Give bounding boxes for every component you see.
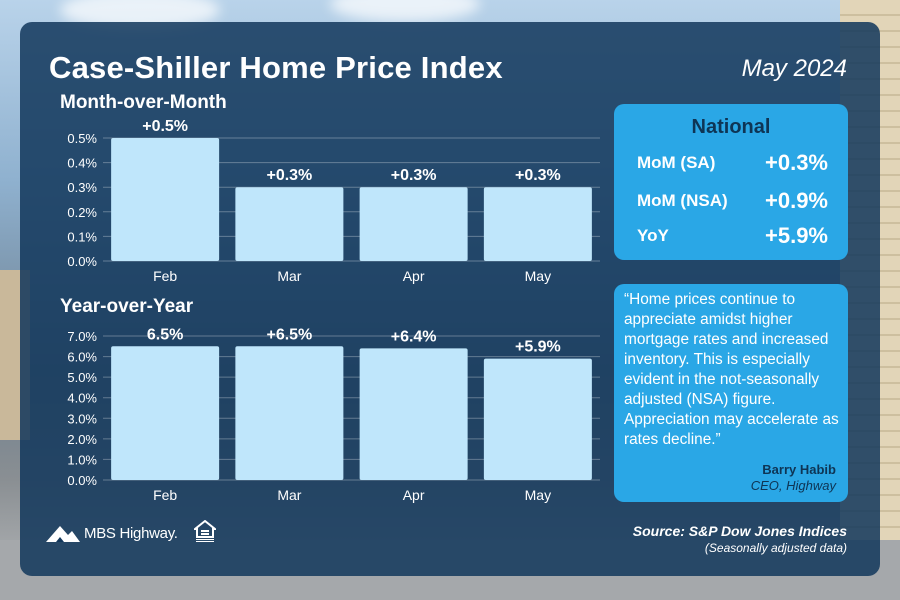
source-citation: Source: S&P Dow Jones Indices [632,523,847,539]
data-label: +6.4% [391,328,437,345]
brand-logo: MBS Highway. [46,524,178,542]
national-value: +5.9% [765,223,828,248]
y-tick-label: 0.5% [67,131,97,146]
x-tick-label: Mar [277,268,301,284]
y-tick-label: 5.0% [67,370,97,385]
national-label: MoM (NSA) [637,191,728,210]
y-tick-label: 3.0% [67,411,97,426]
quote-card: “Home prices continue to appreciate amid… [614,284,848,502]
data-label: +0.3% [515,167,561,184]
mountain-logo-icon [46,526,80,542]
national-row-mom-sa: MoM (SA) +0.3% [637,150,828,176]
national-value: +0.3% [765,150,828,175]
bar [359,187,468,261]
bar [483,358,592,480]
brand-name: MBS Highway. [84,524,178,542]
y-tick-label: 7.0% [67,329,97,344]
y-tick-label: 0.2% [67,205,97,220]
bar [111,138,220,261]
y-tick-label: 2.0% [67,432,97,447]
national-card: National MoM (SA) +0.3% MoM (NSA) +0.9% … [614,104,848,260]
y-tick-label: 4.0% [67,391,97,406]
source-note: (Seasonally adjusted data) [704,541,847,555]
bar [359,348,468,480]
data-label: +0.3% [391,167,437,184]
y-tick-label: 0.0% [67,254,97,269]
data-label: +6.5% [266,326,312,343]
data-label: +0.3% [266,167,312,184]
y-tick-label: 6.0% [67,350,97,365]
y-tick-label: 0.1% [67,229,97,244]
x-tick-label: Feb [153,487,177,503]
data-label: +5.9% [515,339,561,356]
national-value: +0.9% [765,188,828,213]
y-tick-label: 0.0% [67,473,97,488]
national-row-mom-nsa: MoM (NSA) +0.9% [637,188,828,214]
x-tick-label: Feb [153,268,177,284]
national-row-yoy: YoY +5.9% [637,223,828,249]
national-title: National [691,116,771,138]
x-tick-label: Apr [403,487,425,503]
y-tick-label: 0.4% [67,156,97,171]
bar [235,346,344,480]
bar [235,187,344,261]
y-tick-label: 1.0% [67,452,97,467]
quote-author: Barry Habib [762,462,836,477]
data-label: +0.5% [142,118,188,135]
report-date: May 2024 [741,55,847,82]
bar [111,346,220,480]
equal-housing-icon [194,520,216,542]
quote-author-role: CEO, Highway [750,478,836,493]
quote-text: “Home prices continue to appreciate amid… [624,291,839,448]
yoy-chart-title: Year-over-Year [60,296,194,317]
x-tick-label: Apr [403,268,425,284]
mom-chart-title: Month-over-Month [60,92,227,113]
data-label: 6.5% [147,326,183,343]
bar [483,187,592,261]
national-label: YoY [637,226,669,245]
page-title: Case-Shiller Home Price Index [49,50,503,85]
x-tick-label: May [525,268,551,284]
x-tick-label: May [525,487,551,503]
national-label: MoM (SA) [637,153,716,172]
x-tick-label: Mar [277,487,301,503]
y-tick-label: 0.3% [67,180,97,195]
